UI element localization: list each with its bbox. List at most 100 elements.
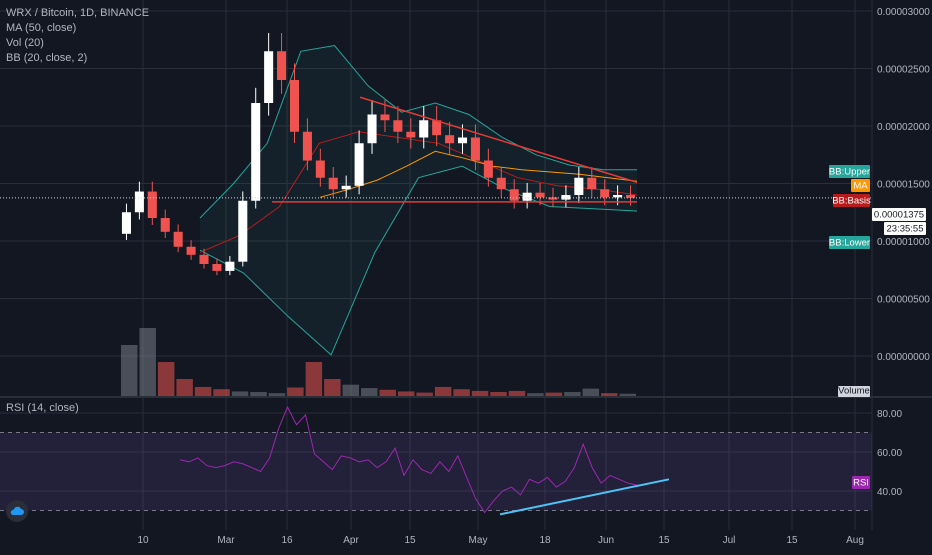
volume-tag-bg — [838, 386, 870, 397]
volume-bar — [564, 392, 581, 396]
rsi-tag-text: RSI — [853, 478, 869, 489]
time-tick-label: 15 — [404, 535, 416, 546]
volume-bar — [416, 392, 433, 396]
candle — [626, 195, 636, 198]
ma-tag: MA — [851, 179, 870, 192]
candle — [354, 143, 364, 186]
time-tick-label: Jul — [723, 535, 736, 546]
volume-bar — [157, 362, 175, 396]
bb-upper-tag-text: BB:Upper — [829, 167, 870, 178]
volume-tag-text: Volume — [838, 386, 870, 397]
rsi-trendline — [499, 478, 670, 516]
volume-bar — [194, 386, 212, 396]
candle — [548, 197, 558, 200]
rsi-tag: RSI — [852, 476, 870, 489]
volume-bar — [434, 386, 452, 396]
price-tick-label: 0.00001500 — [877, 180, 930, 191]
candle — [147, 191, 157, 218]
last-price-tag-bg — [872, 208, 926, 221]
volume-bar — [453, 389, 470, 396]
time-tick-label: May — [469, 535, 488, 546]
volume-bar — [250, 392, 267, 396]
candle — [186, 246, 196, 255]
ma-legend[interactable]: MA (50, close) — [6, 22, 77, 34]
candle — [341, 185, 351, 190]
last-price-tag-text: 0.00001375 — [874, 210, 924, 221]
candle — [225, 261, 235, 271]
bb-lower-tag-bg — [829, 236, 870, 249]
candle — [367, 114, 377, 144]
candle — [238, 200, 248, 262]
time-tick-label: 10 — [137, 535, 149, 546]
ma-line — [319, 150, 638, 198]
candle — [302, 131, 312, 161]
volume-bar — [268, 393, 286, 396]
volume-bar — [527, 393, 544, 396]
bb-upper-tag-bg — [829, 165, 870, 178]
candle — [264, 51, 274, 103]
candle — [432, 120, 442, 136]
bb-legend[interactable]: BB (20, close, 2) — [6, 52, 88, 64]
candle — [522, 192, 532, 201]
volume-bar — [471, 390, 489, 396]
candle — [470, 137, 480, 161]
candle — [561, 195, 571, 200]
bb-upper-line — [199, 44, 637, 219]
volume-bar — [490, 392, 507, 396]
candle — [509, 189, 519, 201]
tradingview-logo-icon[interactable] — [6, 500, 28, 522]
symbol-title[interactable]: WRX / Bitcoin, 1D, BINANCE — [6, 7, 150, 19]
candle — [328, 177, 338, 190]
bb-basis-tag-bg — [833, 194, 870, 207]
price-tick-label: 0.00001000 — [877, 237, 930, 248]
candle — [457, 137, 468, 144]
volume-bar — [619, 393, 636, 396]
candle — [393, 120, 403, 132]
candle — [574, 177, 584, 195]
countdown-tag-text: 23:35:55 — [887, 224, 924, 235]
price-tick-label: 0.00000000 — [877, 352, 930, 363]
price-tick-label: 0.00002500 — [877, 65, 930, 76]
bb-basis-tag-text: BB:Basis — [832, 196, 871, 207]
rsi-tick-label: 40.00 — [877, 487, 902, 498]
volume-bar — [508, 390, 526, 396]
volume-bar — [582, 388, 600, 396]
countdown-tag-bg — [884, 222, 926, 235]
time-tick-label: 18 — [539, 535, 551, 546]
price-tick-label: 0.00000500 — [877, 295, 930, 306]
candle — [535, 192, 545, 198]
volume-bar — [361, 388, 378, 396]
price-tick-label: 0.00002000 — [877, 122, 930, 133]
vol-legend[interactable]: Vol (20) — [6, 37, 44, 49]
bb-lower-tag-text: BB:Lower — [829, 238, 870, 249]
volume-bar — [121, 345, 138, 396]
time-tick-label: Aug — [846, 535, 864, 546]
volume-bar — [305, 362, 323, 396]
candle — [613, 195, 623, 198]
candle — [134, 191, 144, 213]
volume-bar — [601, 393, 618, 396]
volume-bar — [176, 379, 193, 396]
time-tick-label: Mar — [217, 535, 235, 546]
rsi-tick-label: 60.00 — [877, 448, 902, 459]
candle — [483, 160, 493, 178]
candle — [587, 177, 597, 190]
candle — [199, 254, 209, 264]
candles — [121, 32, 636, 276]
time-tick-label: Jun — [598, 535, 614, 546]
volume-bars — [121, 328, 636, 396]
candle — [445, 135, 455, 144]
time-tick-label: 15 — [658, 535, 670, 546]
candle — [251, 103, 261, 201]
bb-lower-line — [199, 165, 638, 356]
rsi-tick-label: 80.00 — [877, 409, 902, 420]
volume-tag: Volume — [838, 386, 870, 397]
time-tick-label: Apr — [343, 535, 359, 546]
chart-legend: WRX / Bitcoin, 1D, BINANCE MA (50, close… — [6, 6, 149, 66]
time-tick-label: 16 — [281, 535, 293, 546]
bb-upper-tag: BB:Upper — [829, 165, 870, 178]
candle — [600, 189, 610, 198]
rsi-legend[interactable]: RSI (14, close) — [6, 402, 79, 414]
